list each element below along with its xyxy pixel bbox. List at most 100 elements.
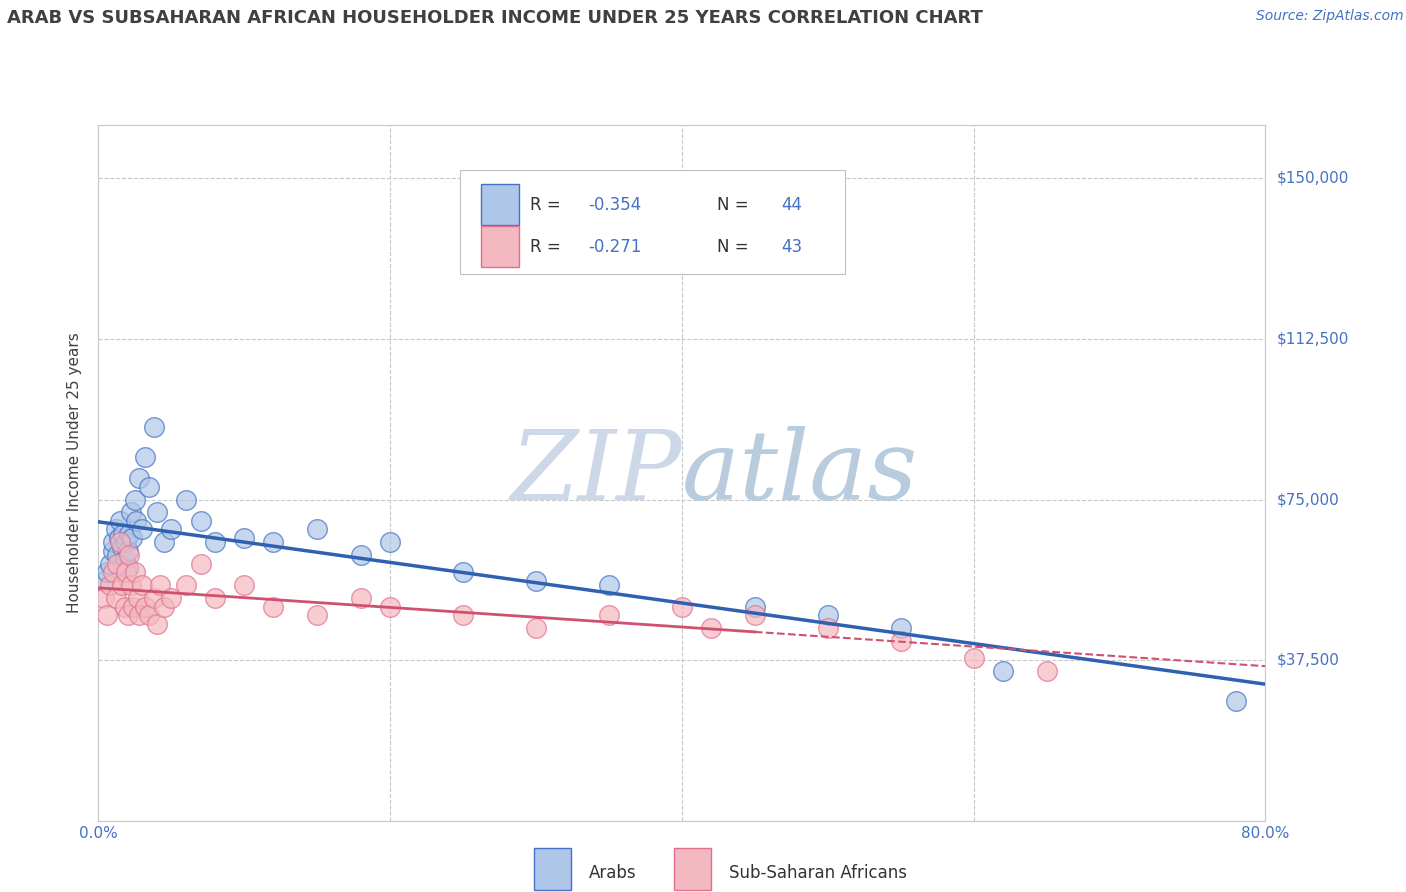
Point <box>134 599 156 614</box>
Text: N =: N = <box>717 237 754 256</box>
Point <box>128 471 150 485</box>
Point <box>160 591 183 605</box>
Point <box>118 526 141 541</box>
FancyBboxPatch shape <box>534 848 571 889</box>
Text: -0.271: -0.271 <box>589 237 643 256</box>
Point <box>122 599 145 614</box>
Point <box>149 578 172 592</box>
Point <box>146 505 169 519</box>
Text: Source: ZipAtlas.com: Source: ZipAtlas.com <box>1256 9 1403 23</box>
Point <box>142 419 165 434</box>
Text: $75,000: $75,000 <box>1277 492 1340 507</box>
Text: Arabs: Arabs <box>589 863 636 882</box>
Point <box>204 591 226 605</box>
Point <box>112 526 135 541</box>
Y-axis label: Householder Income Under 25 years: Householder Income Under 25 years <box>67 333 83 613</box>
Point <box>124 566 146 580</box>
Point <box>1225 694 1247 708</box>
Point <box>128 608 150 623</box>
Point <box>108 531 131 545</box>
Point <box>98 578 121 592</box>
Point <box>138 480 160 494</box>
Point <box>101 544 124 558</box>
Point <box>146 616 169 631</box>
Point <box>817 608 839 623</box>
Point <box>101 566 124 580</box>
Point <box>378 535 402 549</box>
Text: R =: R = <box>530 237 567 256</box>
Point <box>262 535 284 549</box>
Text: atlas: atlas <box>682 425 918 520</box>
Point <box>350 548 373 562</box>
Point <box>104 591 127 605</box>
Point <box>114 552 136 566</box>
Point <box>96 566 118 580</box>
Point <box>115 535 138 549</box>
FancyBboxPatch shape <box>481 226 519 268</box>
Point <box>121 531 143 545</box>
Text: R =: R = <box>530 196 567 214</box>
Point <box>190 557 212 571</box>
Point <box>120 578 142 592</box>
Point <box>307 608 329 623</box>
Point <box>131 578 153 592</box>
Text: 43: 43 <box>782 237 803 256</box>
Point <box>115 566 138 580</box>
Point <box>142 591 165 605</box>
Text: N =: N = <box>717 196 754 214</box>
Point <box>105 557 128 571</box>
Point <box>744 608 766 623</box>
Point <box>110 514 132 528</box>
Point <box>120 505 142 519</box>
Point <box>890 621 912 635</box>
Point <box>93 574 115 588</box>
Point <box>125 514 148 528</box>
Point <box>524 621 547 635</box>
FancyBboxPatch shape <box>460 170 845 275</box>
Point <box>111 578 134 592</box>
Text: 44: 44 <box>782 196 801 214</box>
Point <box>117 544 139 558</box>
Point <box>104 523 127 537</box>
Point <box>307 523 329 537</box>
Point <box>700 621 723 635</box>
Point <box>101 535 124 549</box>
Point <box>131 523 153 537</box>
Point <box>233 531 256 545</box>
Point <box>451 608 474 623</box>
Text: ARAB VS SUBSAHARAN AFRICAN HOUSEHOLDER INCOME UNDER 25 YEARS CORRELATION CHART: ARAB VS SUBSAHARAN AFRICAN HOUSEHOLDER I… <box>7 9 983 27</box>
FancyBboxPatch shape <box>481 185 519 226</box>
Point <box>598 608 620 623</box>
Point <box>962 651 984 665</box>
Text: $150,000: $150,000 <box>1277 171 1348 186</box>
Point <box>111 540 134 554</box>
Point <box>105 548 128 562</box>
Point <box>204 535 226 549</box>
Point <box>174 578 197 592</box>
Point <box>524 574 547 588</box>
Point <box>890 633 912 648</box>
Text: $112,500: $112,500 <box>1277 332 1348 346</box>
Point <box>110 535 132 549</box>
Text: ZIP: ZIP <box>510 425 682 520</box>
Point <box>153 535 176 549</box>
Point <box>124 492 146 507</box>
Point <box>138 608 160 623</box>
Point <box>117 608 139 623</box>
Point <box>1035 664 1057 678</box>
Point <box>451 566 474 580</box>
Point <box>114 599 136 614</box>
Text: -0.354: -0.354 <box>589 196 641 214</box>
Point <box>991 664 1014 678</box>
Point <box>118 548 141 562</box>
Point <box>174 492 197 507</box>
Point <box>598 578 620 592</box>
Point <box>98 557 121 571</box>
Point <box>262 599 284 614</box>
Point <box>378 599 402 614</box>
Point <box>117 561 139 575</box>
Text: $37,500: $37,500 <box>1277 653 1340 667</box>
Point <box>127 591 149 605</box>
Point <box>93 591 115 605</box>
Point <box>671 599 693 614</box>
